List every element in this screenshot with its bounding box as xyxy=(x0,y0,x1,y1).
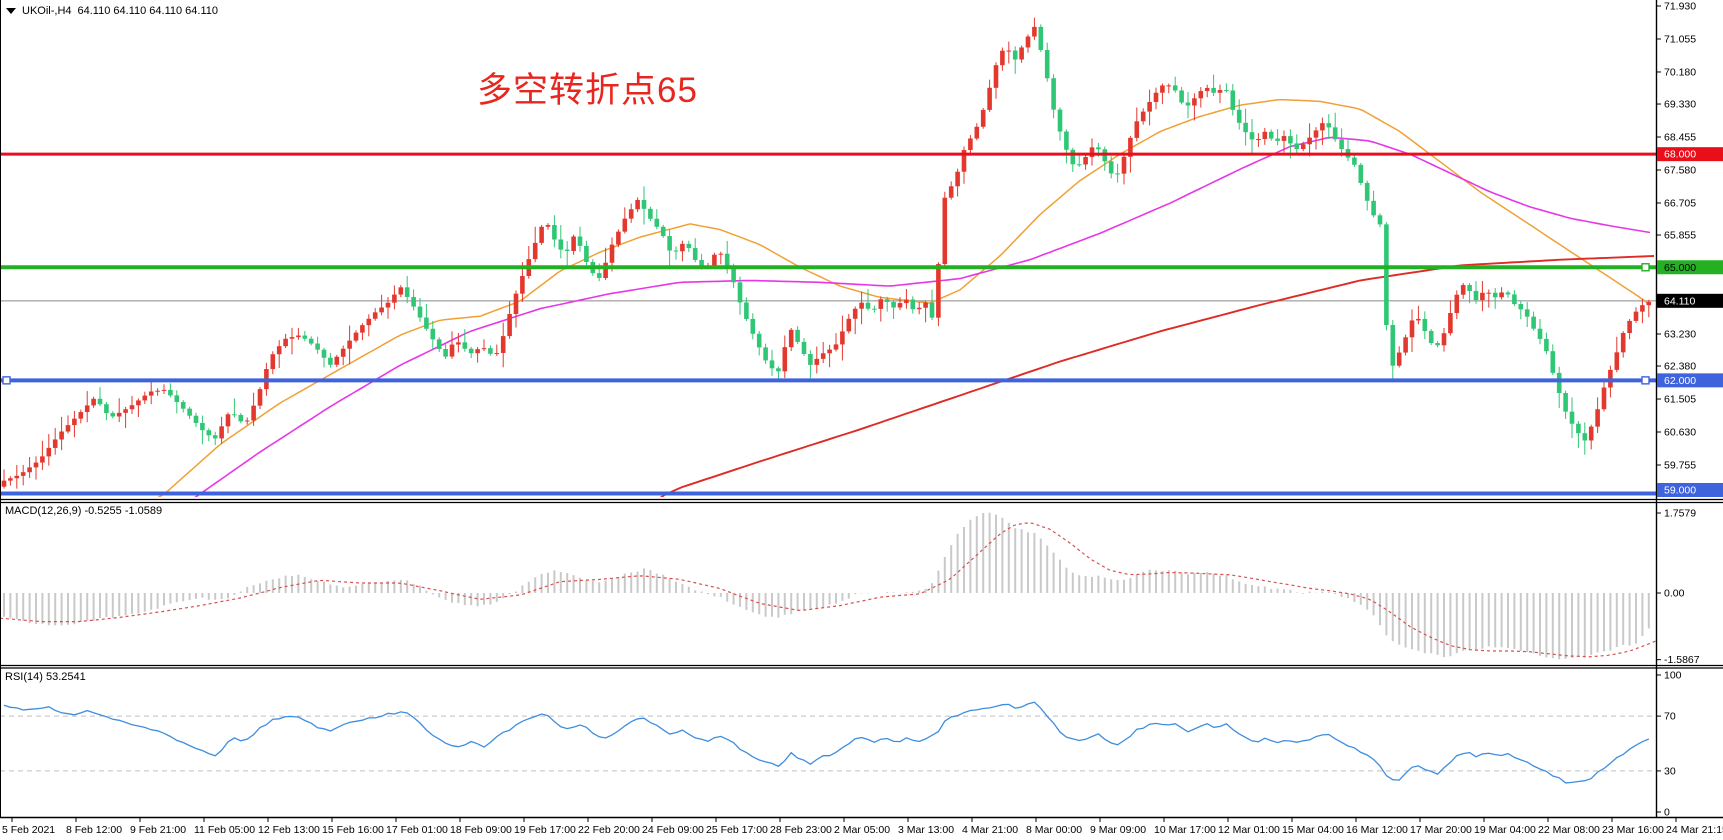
price-tick-label: 66.705 xyxy=(1664,197,1696,209)
time-axis-label: 2 Mar 05:00 xyxy=(834,824,890,836)
time-axis-label: 15 Mar 04:00 xyxy=(1282,824,1344,836)
time-axis-label: 15 Feb 16:00 xyxy=(322,824,384,836)
current-price-badge: 64.110 xyxy=(1657,293,1723,308)
rsi-indicator-label: RSI(14) 53.2541 xyxy=(5,671,86,683)
price-tick-label: 70.180 xyxy=(1664,66,1696,78)
ma-slow-red[interactable] xyxy=(640,255,1655,520)
time-axis-label: 22 Feb 20:00 xyxy=(578,824,640,836)
macd-scale-label: 1.7579 xyxy=(1664,508,1696,520)
macd-scale-label: -1.5867 xyxy=(1664,654,1700,666)
line-handle-marker[interactable] xyxy=(1641,376,1650,385)
symbol-dropdown-icon[interactable] xyxy=(6,8,16,14)
price-scale[interactable]: 71.930 71.055 70.180 69.330 68.455 67.580 66.7… xyxy=(1656,1,1723,819)
macd-scale-label: 0.00 xyxy=(1664,588,1685,600)
time-axis-label: 10 Mar 17:00 xyxy=(1154,824,1216,836)
time-axis-label: 4 Mar 21:00 xyxy=(962,824,1018,836)
chart-annotation-text[interactable]: 多空转折点65 xyxy=(477,71,698,110)
price-tick-label: 61.505 xyxy=(1664,394,1696,406)
rsi-panel[interactable] xyxy=(0,701,1656,784)
level-badge-68.000: 68.000 xyxy=(1657,147,1723,162)
macd-panel[interactable] xyxy=(0,512,1656,660)
price-tick-label: 67.580 xyxy=(1664,164,1696,176)
title-bar: UKOil-,H4 64.110 64.110 64.110 64.110 xyxy=(6,5,218,17)
price-tick-label: 63.230 xyxy=(1664,328,1696,340)
time-axis-label: 23 Mar 16:00 xyxy=(1602,824,1664,836)
time-axis-label: 8 Feb 12:00 xyxy=(66,824,122,836)
time-axis-label: 17 Feb 01:00 xyxy=(386,824,448,836)
time-axis-label: 16 Mar 12:00 xyxy=(1346,824,1408,836)
symbol-title: UKOil-,H4 xyxy=(22,5,72,17)
rsi-scale-label: 100 xyxy=(1664,670,1682,682)
price-tick-label: 69.330 xyxy=(1664,99,1696,111)
time-axis-label: 8 Mar 00:00 xyxy=(1026,824,1082,836)
level-line-65.000[interactable] xyxy=(0,263,1656,272)
price-tick-label: 68.455 xyxy=(1664,132,1696,144)
macd-indicator-label: MACD(12,26,9) -0.5255 -1.0589 xyxy=(5,505,163,517)
ma-mid-magenta[interactable] xyxy=(150,136,1651,538)
price-tick-label: 65.855 xyxy=(1664,230,1696,242)
time-axis-label: 19 Mar 04:00 xyxy=(1474,824,1536,836)
rsi-scale-label: 70 xyxy=(1664,711,1676,723)
time-axis-label: 24 Feb 09:00 xyxy=(642,824,704,836)
macd-signal-line xyxy=(0,522,1656,658)
line-handle-marker[interactable] xyxy=(2,376,11,385)
rsi-scale-label: 0 xyxy=(1664,807,1670,819)
time-axis-label: 3 Mar 13:00 xyxy=(898,824,954,836)
time-axis-label: 5 Feb 2021 xyxy=(2,824,55,836)
time-axis-label: 28 Feb 23:00 xyxy=(770,824,832,836)
time-axis-label: 19 Feb 17:00 xyxy=(514,824,576,836)
rsi-scale-label: 30 xyxy=(1664,765,1676,777)
time-axis-label: 9 Mar 09:00 xyxy=(1090,824,1146,836)
time-axis-label: 12 Mar 01:00 xyxy=(1218,824,1280,836)
ma-fast-orange[interactable] xyxy=(120,98,1651,520)
time-axis-label: 24 Mar 21:15 xyxy=(1666,824,1723,836)
time-axis-label: 12 Feb 13:00 xyxy=(258,824,320,836)
time-axis-label: 25 Feb 17:00 xyxy=(706,824,768,836)
main-chart-panel[interactable] xyxy=(0,17,1656,539)
rsi-line xyxy=(3,701,1650,784)
time-axis-label: 9 Feb 21:00 xyxy=(130,824,186,836)
level-line-62.000[interactable] xyxy=(0,376,1656,385)
svg-text:62.000: 62.000 xyxy=(1664,375,1696,387)
macd-histogram-layer xyxy=(3,512,1650,660)
level-badge-62.000: 62.000 xyxy=(1657,373,1723,388)
svg-text:68.000: 68.000 xyxy=(1664,149,1696,161)
level-badge-59.000: 59.000 xyxy=(1657,483,1723,497)
line-handle-marker[interactable] xyxy=(1641,263,1650,272)
svg-text:59.000: 59.000 xyxy=(1664,485,1696,497)
price-tick-label: 60.630 xyxy=(1664,427,1696,439)
time-axis[interactable]: 5 Feb 2021 8 Feb 12:00 9 Feb 21:00 11 Feb 0… xyxy=(2,817,1723,836)
quote-values: 64.110 64.110 64.110 64.110 xyxy=(77,5,218,17)
price-tick-label: 71.930 xyxy=(1664,1,1696,13)
level-badge-65.000: 65.000 xyxy=(1657,260,1723,275)
time-axis-label: 11 Feb 05:00 xyxy=(194,824,255,836)
price-tick-label: 62.380 xyxy=(1664,361,1696,373)
candlestick-layer xyxy=(1,17,1652,489)
svg-text:64.110: 64.110 xyxy=(1664,295,1695,307)
svg-text:65.000: 65.000 xyxy=(1664,262,1696,274)
time-axis-label: 22 Mar 08:00 xyxy=(1538,824,1600,836)
time-axis-label: 18 Feb 09:00 xyxy=(450,824,512,836)
panel-borders xyxy=(0,0,1723,819)
price-tick-label: 71.055 xyxy=(1664,33,1696,45)
price-tick-label: 59.755 xyxy=(1664,459,1696,471)
time-axis-label: 17 Mar 20:00 xyxy=(1410,824,1472,836)
